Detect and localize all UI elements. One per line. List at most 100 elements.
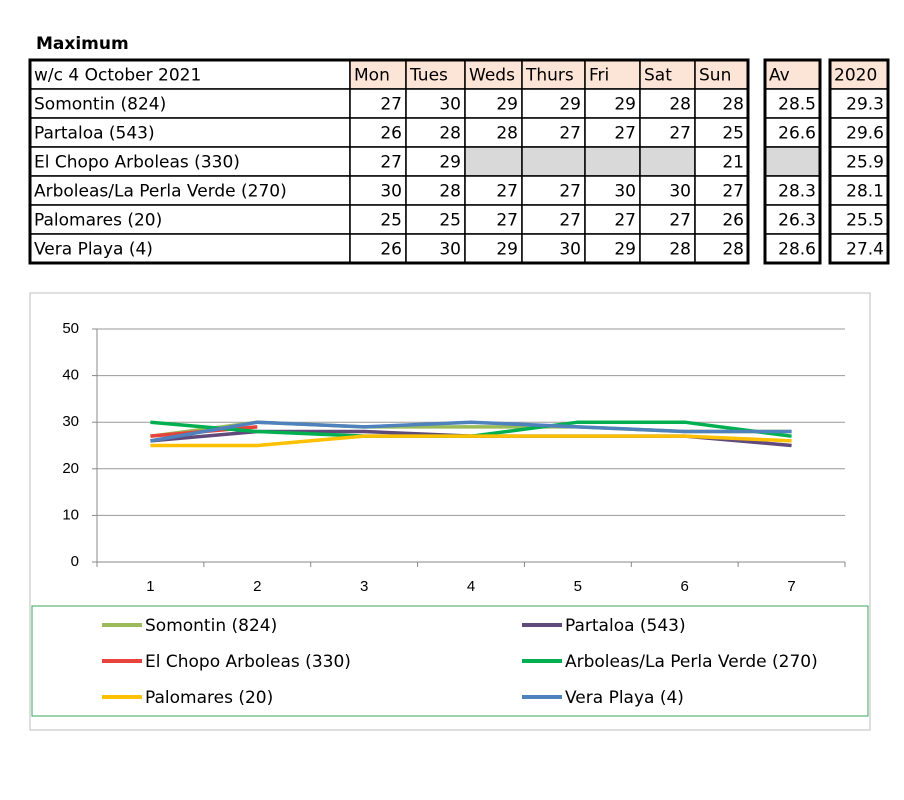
series-line (150, 434, 792, 448)
cell-value: 27 (380, 153, 402, 173)
cell-value: 28.3 (778, 182, 816, 202)
cell-value: 30 (614, 182, 636, 202)
cell (694, 204, 749, 235)
cell (464, 146, 523, 177)
header-text: Fri (589, 66, 609, 86)
legend-label: Vera Playa (4) (565, 688, 684, 708)
table-border (28, 58, 750, 265)
cell-value: 25 (722, 124, 744, 144)
cell-value: 29 (496, 95, 518, 115)
cell-value: 28 (439, 124, 461, 144)
row-label: El Chopo Arboleas (330) (34, 153, 240, 173)
header-text: Thurs (525, 66, 574, 86)
header-text: Weds (469, 66, 515, 86)
cell (694, 88, 749, 119)
cell-value: 27 (496, 211, 518, 231)
cell-value: 30 (669, 182, 691, 202)
header-text: 2020 (834, 66, 877, 86)
cell-value: 27 (669, 211, 691, 231)
legend-box (31, 605, 869, 717)
cell-value: 30 (439, 240, 461, 260)
cell-value: 25 (439, 211, 461, 231)
cell (521, 175, 586, 206)
cell (405, 204, 466, 235)
cell-value: 29 (614, 95, 636, 115)
table-border (763, 58, 822, 265)
cell-value: 28 (669, 95, 691, 115)
cell-value: 28 (669, 240, 691, 260)
legend-label: Partaloa (543) (565, 616, 686, 636)
cell (29, 117, 351, 148)
cell-value: 28 (496, 124, 518, 144)
row-label: Palomares (20) (34, 211, 162, 231)
cell (464, 233, 523, 264)
cell (639, 117, 696, 148)
cell-value: 30 (380, 182, 402, 202)
cell-value: 27 (614, 124, 636, 144)
cell-value: 25.9 (846, 153, 884, 173)
cell-value: 26 (722, 211, 744, 231)
series-line (150, 420, 792, 443)
cell-value: 25 (380, 211, 402, 231)
cell (349, 233, 407, 264)
cell-value: 26 (380, 240, 402, 260)
cell (764, 117, 821, 148)
x-tick-label: 6 (681, 578, 689, 595)
cell-value: 29.6 (846, 124, 884, 144)
cell-value: 26 (380, 124, 402, 144)
cell (521, 88, 586, 119)
cell-value: 26.6 (778, 124, 816, 144)
cell (464, 88, 523, 119)
y-tick-label: 50 (62, 320, 79, 337)
y-tick-label: 40 (62, 367, 79, 384)
header-cell (694, 59, 749, 90)
cell (639, 233, 696, 264)
header-cell (584, 59, 641, 90)
cell (694, 175, 749, 206)
cell-value: 29 (496, 240, 518, 260)
legend-label: Palomares (20) (145, 688, 273, 708)
cell (29, 204, 351, 235)
cell (639, 204, 696, 235)
y-tick-label: 30 (62, 413, 79, 430)
cell-value: 27 (722, 182, 744, 202)
cell-value: 29.3 (846, 95, 884, 115)
row-label: Partaloa (543) (34, 124, 155, 144)
cell-value: 26.3 (778, 211, 816, 231)
cell (829, 146, 889, 177)
header-cell (464, 59, 523, 90)
cell-value: 29 (439, 153, 461, 173)
header-text: Av (769, 66, 790, 86)
cell (521, 117, 586, 148)
cell-value: 28 (722, 240, 744, 260)
x-tick-label: 2 (253, 578, 261, 595)
cell-value: 29 (559, 95, 581, 115)
cell-value: 28.5 (778, 95, 816, 115)
x-tick-label: 4 (467, 578, 475, 595)
cell-value: 30 (559, 240, 581, 260)
cell-value: 27 (614, 211, 636, 231)
legend-label: Somontin (824) (145, 616, 277, 636)
y-tick-label: 20 (62, 460, 79, 477)
cell-value: 27 (559, 182, 581, 202)
cell-value: 30 (439, 95, 461, 115)
cell (764, 204, 821, 235)
header-text: w/c 4 October 2021 (34, 66, 201, 86)
cell (829, 233, 889, 264)
row-label: Arboleas/La Perla Verde (270) (34, 182, 287, 202)
y-tick-label: 10 (62, 506, 79, 523)
cell-value: 28.1 (846, 182, 884, 202)
cell (464, 204, 523, 235)
legend-label: El Chopo Arboleas (330) (145, 652, 351, 672)
x-tick-label: 7 (787, 578, 795, 595)
cell (349, 88, 407, 119)
y-tick-label: 0 (71, 553, 79, 570)
cell-value: 27 (559, 124, 581, 144)
cell (764, 146, 821, 177)
header-text: Sat (644, 66, 672, 86)
cell (639, 146, 696, 177)
x-tick-label: 3 (360, 578, 368, 595)
header-text: Mon (354, 66, 390, 86)
legend-label: Arboleas/La Perla Verde (270) (565, 652, 818, 672)
